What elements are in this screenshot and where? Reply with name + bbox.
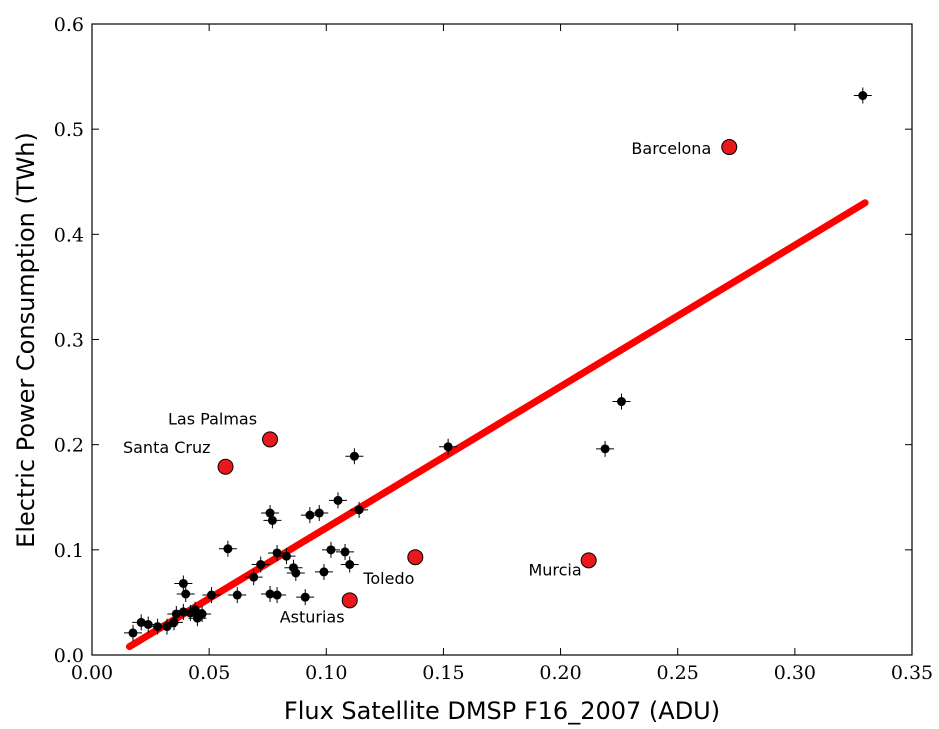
point (326, 545, 336, 555)
point (232, 590, 242, 600)
plot-frame (91, 23, 913, 656)
x-tick-label: 0.10 (305, 662, 347, 684)
point (267, 515, 277, 525)
point (143, 620, 153, 630)
point (128, 628, 138, 638)
point (153, 622, 163, 632)
highlight-point (721, 139, 738, 156)
point (300, 592, 310, 602)
point (354, 505, 364, 515)
point (340, 547, 350, 557)
point (319, 567, 329, 577)
point (314, 508, 324, 518)
point (162, 622, 172, 632)
point (249, 572, 259, 582)
x-tick-label: 0.30 (774, 662, 816, 684)
point-label: Asturias (280, 607, 345, 626)
x-axis-label: Flux Satellite DMSP F16_2007 (ADU) (284, 697, 720, 725)
highlight-point (262, 431, 279, 448)
point (858, 91, 868, 101)
point (600, 444, 610, 454)
fit-line (125, 199, 869, 651)
y-tick-label: 0.5 (54, 119, 84, 141)
point (443, 442, 453, 452)
highlight-point (217, 458, 234, 475)
point (181, 589, 191, 599)
point-label: Las Palmas (168, 409, 257, 428)
point (178, 578, 188, 588)
y-tick-label: 0.1 (54, 540, 84, 562)
point (265, 589, 275, 599)
point (169, 617, 179, 627)
y-tick-label: 0.2 (54, 435, 84, 457)
point (256, 560, 266, 570)
highlight-point (407, 549, 424, 566)
point (281, 551, 291, 561)
x-tick-label: 0.05 (188, 662, 230, 684)
point-label: Murcia (528, 560, 581, 579)
point (345, 560, 355, 570)
point (272, 590, 282, 600)
x-tick-label: 0.25 (657, 662, 699, 684)
point (206, 590, 216, 600)
x-tick-label: 0.20 (539, 662, 581, 684)
y-tick-label: 0.4 (54, 224, 84, 246)
point (291, 568, 301, 578)
point-label: Toledo (362, 569, 414, 588)
point (272, 548, 282, 558)
highlight-point (341, 592, 358, 609)
y-tick-label: 0.0 (54, 645, 84, 667)
point (349, 451, 359, 461)
point (223, 544, 233, 554)
point (178, 607, 188, 617)
point (197, 609, 207, 619)
point (305, 510, 315, 520)
point-label: Santa Cruz (123, 438, 211, 457)
point-label: Barcelona (631, 139, 711, 158)
x-tick-label: 0.00 (71, 662, 113, 684)
y-tick-label: 0.3 (54, 330, 84, 352)
point (616, 397, 626, 407)
y-axis-label: Electric Power Consumption (TWh) (12, 132, 40, 548)
x-tick-label: 0.35 (891, 662, 933, 684)
x-tick-label: 0.15 (422, 662, 464, 684)
y-tick-label: 0.6 (54, 14, 84, 36)
point (333, 495, 343, 505)
highlight-point (580, 552, 597, 569)
